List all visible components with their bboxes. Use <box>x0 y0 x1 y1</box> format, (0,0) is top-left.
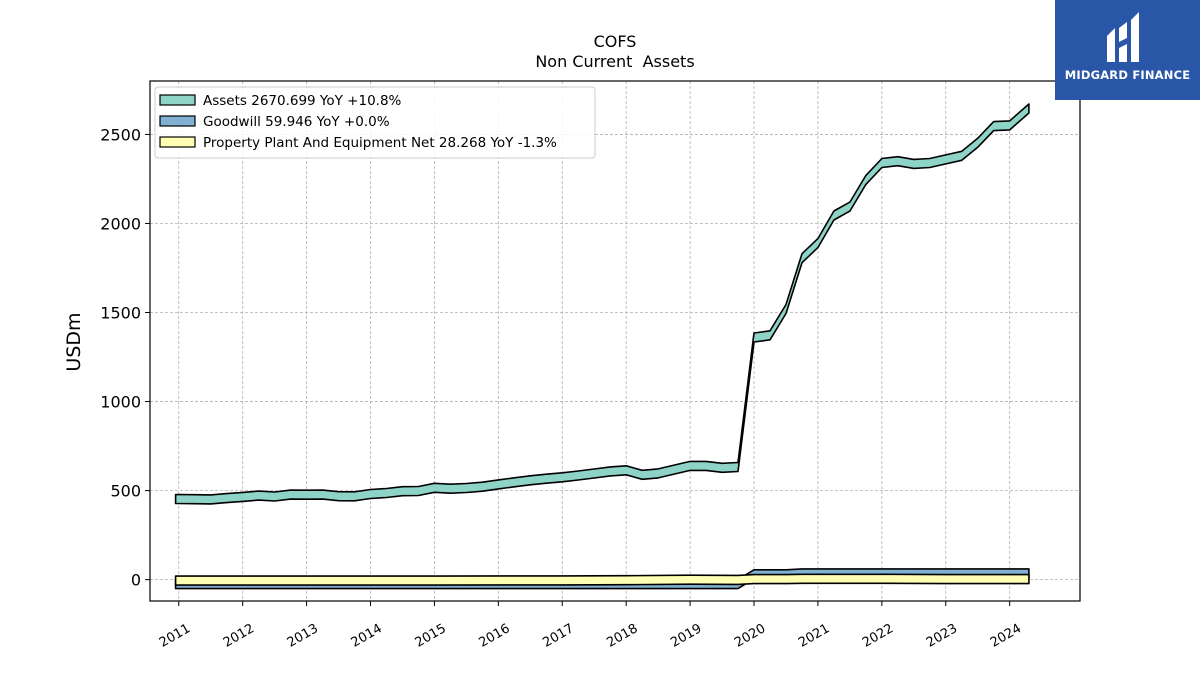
x-tick-label: 2018 <box>604 621 640 651</box>
x-tick-label: 2013 <box>285 621 321 651</box>
y-tick-label: 0 <box>131 571 141 590</box>
y-tick-label: 2500 <box>100 125 141 144</box>
x-tick-label: 2021 <box>796 621 832 651</box>
legend-box <box>154 86 596 159</box>
legend: Assets 2670.699 YoY +10.8% Goodwill 59.94… <box>154 86 596 159</box>
y-tick-label: 500 <box>110 482 141 501</box>
plot-frame <box>149 80 1081 602</box>
chart-title: COFS <box>594 32 637 51</box>
logo: MIDGARD FINANCE <box>1055 0 1200 100</box>
legend-swatch <box>159 136 196 148</box>
midgard-logo-icon <box>1107 12 1139 62</box>
legend-entry: Goodwill 59.946 YoY +0.0% <box>203 114 390 130</box>
x-tick-label: 2017 <box>540 621 576 651</box>
legend-swatch <box>159 94 196 106</box>
y-ticks: 0 500 1000 1500 2000 2500 <box>100 125 150 590</box>
x-tick-label: 2020 <box>732 621 768 651</box>
x-tick-label: 2019 <box>668 621 704 651</box>
series-property-plant-and-equipment-net <box>174 573 1030 586</box>
legend-entry: Assets 2670.699 YoY +10.8% <box>203 93 402 109</box>
logo-brand-text: MIDGARD FINANCE <box>1064 68 1191 82</box>
y-tick-label: 1500 <box>100 304 141 323</box>
chart-subtitle: Non Current Assets <box>535 52 694 71</box>
x-tick-label: 2016 <box>477 621 513 651</box>
x-tick-label: 2014 <box>349 621 385 651</box>
series-layer <box>174 103 1030 590</box>
y-axis-label: USDm <box>63 312 85 371</box>
y-tick-label: 1000 <box>100 393 141 412</box>
legend-swatch <box>159 115 196 127</box>
x-ticks: 2011 2012 2013 2014 2015 2016 2017 2018 2019 2020… <box>157 601 1024 651</box>
x-tick-label: 2012 <box>221 621 257 651</box>
x-tick-label: 2023 <box>924 621 960 651</box>
x-tick-label: 2011 <box>157 621 193 651</box>
x-tick-label: 2024 <box>988 621 1024 651</box>
series-assets <box>174 103 1030 505</box>
y-tick-label: 2000 <box>100 214 141 233</box>
legend-entry: Property Plant And Equipment Net 28.268 … <box>203 135 557 151</box>
x-tick-label: 2015 <box>413 621 449 651</box>
x-tick-label: 2022 <box>860 621 896 651</box>
